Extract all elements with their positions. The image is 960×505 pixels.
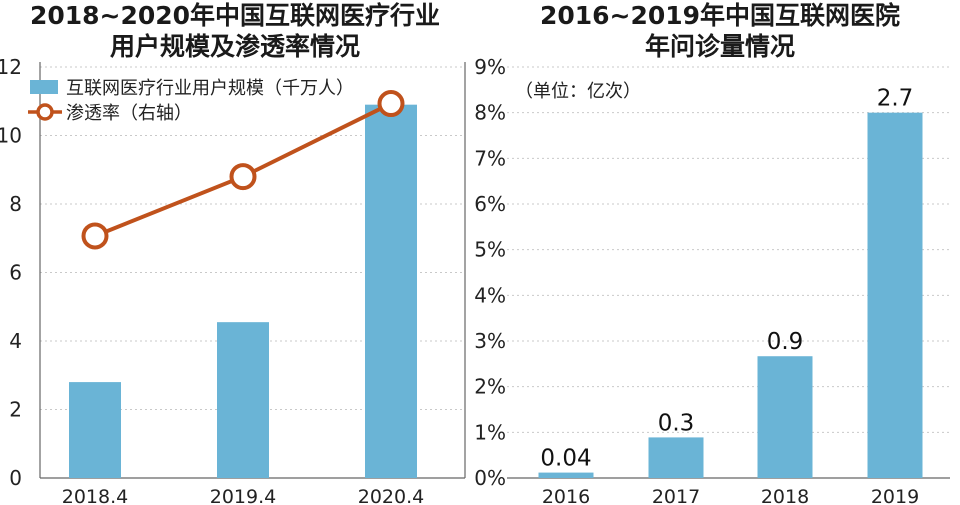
legend-line-label: 渗透率（右轴） (66, 103, 192, 124)
right-bar (648, 437, 704, 478)
right-axis-tick-label: 0% (474, 466, 506, 490)
left-y-tick-label: 6 (9, 261, 22, 285)
right-axis-tick-label: 8% (474, 101, 506, 125)
left-bar (217, 322, 269, 478)
right-x-tick-label: 2019 (871, 486, 919, 505)
right-unit-label: （单位：亿次） (515, 81, 641, 102)
legend-line-marker (36, 103, 54, 121)
left-x-tick-label: 2019.4 (210, 486, 276, 505)
right-bar-data-label: 0.9 (767, 329, 804, 355)
left-y-tick-label: 12 (0, 55, 22, 79)
left-title-line1: 2018~2020年中国互联网医疗行业 (29, 1, 441, 30)
right-axis-tick-label: 7% (474, 146, 506, 170)
right-bar (538, 472, 594, 478)
right-title-line2: 年问诊量情况 (644, 32, 795, 61)
right-title-line1: 2016~2019年中国互联网医院 (539, 1, 901, 30)
right-bar-data-label: 0.04 (540, 446, 591, 472)
left-bar (69, 382, 121, 478)
left-y-tick-label: 10 (0, 124, 22, 148)
right-axis-tick-label: 2% (474, 375, 506, 399)
right-bar (867, 112, 923, 479)
right-chart-title: 2016~2019年中国互联网医院 年问诊量情况 (480, 0, 960, 62)
left-title-line2: 用户规模及渗透率情况 (109, 32, 360, 61)
left-x-tick-label: 2020.4 (358, 486, 424, 505)
right-bar-data-label: 0.3 (658, 410, 695, 436)
penetration-rate-point (229, 163, 257, 191)
right-axis-tick-label: 9% (474, 55, 506, 79)
left-bar (365, 104, 417, 479)
right-bar (757, 356, 813, 478)
legend-bar-swatch (30, 80, 58, 94)
left-y-tick-label: 4 (9, 329, 22, 353)
penetration-rate-point (81, 222, 109, 250)
right-axis-tick-label: 4% (474, 283, 506, 307)
legend-bar-label: 互联网医疗行业用户规模（千万人） (66, 78, 354, 99)
penetration-rate-point (377, 90, 405, 118)
left-y-tick-label: 0 (9, 466, 22, 490)
right-axis-tick-label: 1% (474, 420, 506, 444)
right-axis-tick-label: 5% (474, 238, 506, 262)
left-y-tick-label: 2 (9, 398, 22, 422)
right-x-tick-label: 2016 (542, 486, 590, 505)
left-y-tick-label: 8 (9, 192, 22, 216)
right-x-tick-label: 2018 (761, 486, 809, 505)
left-x-tick-label: 2018.4 (62, 486, 128, 505)
right-x-tick-label: 2017 (652, 486, 700, 505)
left-chart-title: 2018~2020年中国互联网医疗行业 用户规模及渗透率情况 (0, 0, 470, 62)
right-axis-tick-label: 3% (474, 329, 506, 353)
right-axis-tick-label: 6% (474, 192, 506, 216)
right-bar-data-label: 2.7 (877, 86, 914, 112)
